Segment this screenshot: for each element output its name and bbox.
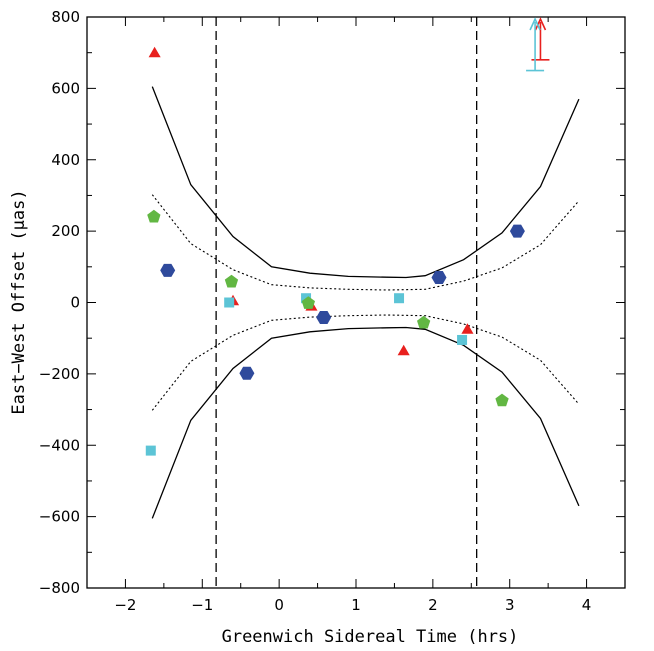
y-tick-label: 200	[51, 222, 80, 240]
solid-envelope-curve	[151, 86, 580, 279]
upper-limit-arrowhead	[534, 17, 547, 31]
vertical-reference-lines	[215, 17, 478, 588]
x-tick-label: 0	[274, 596, 284, 614]
y-tick-label: 800	[51, 8, 80, 26]
y-tick-label: −200	[39, 365, 80, 383]
triangle-point	[461, 323, 474, 334]
square-point	[145, 445, 156, 456]
triangle-point	[148, 46, 161, 58]
x-tick-label: 3	[505, 596, 515, 614]
y-tick-label: −400	[39, 436, 80, 454]
pentagon-point	[224, 274, 239, 288]
y-axis-label: East−West Offset (μas)	[9, 189, 29, 414]
y-tick-label: −800	[39, 579, 80, 597]
hexagon-point	[160, 263, 176, 277]
pentagon-point	[147, 209, 161, 223]
upper-limit-arrowhead	[529, 17, 541, 31]
square-point	[394, 293, 405, 304]
plot-frame	[86, 16, 626, 589]
x-tick-label: 2	[428, 596, 438, 614]
pentagon-point	[301, 296, 315, 309]
x-tick-label: 4	[582, 596, 592, 614]
triangle-point	[397, 344, 410, 356]
axis-ticks	[86, 16, 626, 589]
solid-envelope-curve	[151, 326, 580, 519]
hexagon-point	[239, 366, 255, 380]
y-tick-label: 400	[51, 151, 80, 169]
data-points	[145, 46, 525, 456]
envelope-curves	[151, 86, 580, 519]
x-tick-label: −2	[114, 596, 136, 614]
square-point	[224, 297, 235, 308]
hexagon-point	[316, 311, 332, 324]
plot-border	[86, 16, 626, 589]
y-tick-label: 0	[70, 294, 80, 312]
hexagon-point	[431, 271, 447, 284]
hexagon-point	[509, 224, 525, 238]
upper-limit-markers	[526, 17, 550, 72]
pentagon-point	[495, 393, 509, 407]
dotted-envelope-curve	[151, 194, 580, 291]
x-tick-label: 1	[351, 596, 361, 614]
square-point	[457, 334, 468, 345]
dotted-envelope-curve	[151, 314, 580, 411]
y-tick-label: −600	[39, 508, 80, 526]
x-tick-label: −1	[191, 596, 213, 614]
y-tick-label: 600	[51, 79, 80, 97]
pentagon-point	[417, 315, 431, 329]
tick-labels: −2 −1 0 1 2 3 4 −800 −600 −400 −200 0 200 400 600 800	[39, 8, 592, 614]
x-axis-label: Greenwich Sidereal Time (hrs)	[222, 627, 519, 647]
